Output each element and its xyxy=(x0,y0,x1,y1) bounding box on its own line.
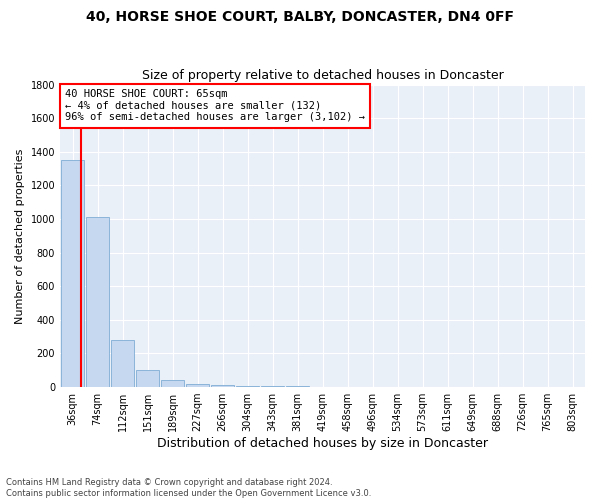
Text: 40 HORSE SHOE COURT: 65sqm
← 4% of detached houses are smaller (132)
96% of semi: 40 HORSE SHOE COURT: 65sqm ← 4% of detac… xyxy=(65,89,365,122)
Bar xyxy=(286,386,310,387)
Bar xyxy=(260,386,284,387)
Bar xyxy=(211,385,235,387)
Text: 40, HORSE SHOE COURT, BALBY, DONCASTER, DN4 0FF: 40, HORSE SHOE COURT, BALBY, DONCASTER, … xyxy=(86,10,514,24)
Bar xyxy=(161,380,184,387)
Text: Contains HM Land Registry data © Crown copyright and database right 2024.
Contai: Contains HM Land Registry data © Crown c… xyxy=(6,478,371,498)
Bar xyxy=(61,160,85,387)
Y-axis label: Number of detached properties: Number of detached properties xyxy=(15,148,25,324)
Bar xyxy=(236,386,259,387)
Bar xyxy=(311,386,334,387)
Bar xyxy=(136,370,160,387)
Bar xyxy=(86,218,109,387)
Bar xyxy=(110,340,134,387)
Title: Size of property relative to detached houses in Doncaster: Size of property relative to detached ho… xyxy=(142,69,503,82)
Bar xyxy=(185,384,209,387)
X-axis label: Distribution of detached houses by size in Doncaster: Distribution of detached houses by size … xyxy=(157,437,488,450)
